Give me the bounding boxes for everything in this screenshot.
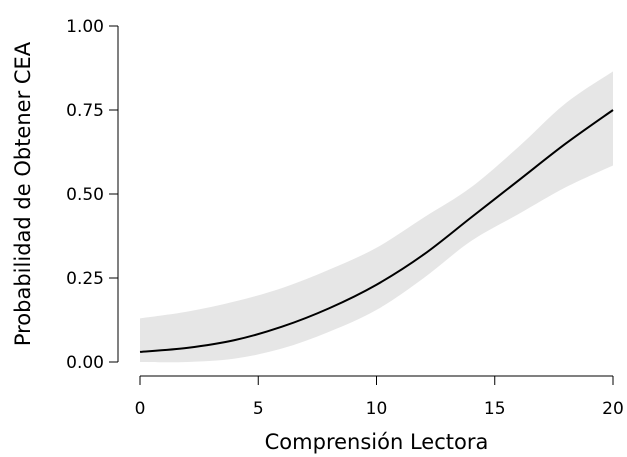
series-line (139, 109, 614, 353)
y-tick-label: 0.00 (66, 353, 104, 373)
y-axis-title: Probabilidad de Obtener CEA (11, 41, 35, 346)
x-tick-label: 0 (135, 399, 146, 419)
y-tick-label: 0.75 (66, 101, 104, 121)
x-ticks: 0 5 10 15 20 (135, 376, 624, 419)
y-tick-label: 0.25 (66, 269, 104, 289)
y-tick-label: 1.00 (66, 17, 104, 37)
y-ticks: 0.00 0.25 0.50 0.75 1.00 (66, 17, 118, 373)
x-axis-title: Comprensión Lectora (265, 430, 489, 454)
plot-area (139, 71, 614, 363)
x-tick-label: 10 (366, 399, 388, 419)
x-tick-label: 5 (253, 399, 264, 419)
confidence-band (140, 71, 613, 363)
y-tick-label: 0.50 (66, 185, 104, 205)
x-tick-label: 15 (484, 399, 506, 419)
x-tick-label: 20 (602, 399, 624, 419)
